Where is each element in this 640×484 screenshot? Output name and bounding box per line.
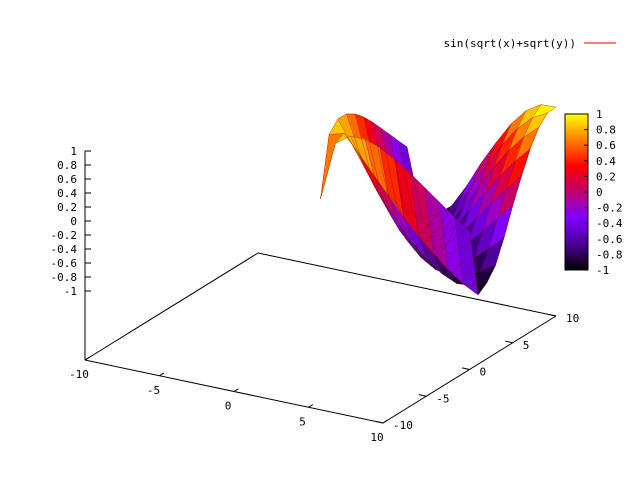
x-tick-mark	[382, 419, 388, 424]
surface-mesh	[320, 103, 557, 296]
y-tick-mark	[505, 340, 513, 344]
x-tick-mark	[233, 388, 239, 392]
x-axis-ticks: -10 -5 0 5 10	[69, 356, 388, 444]
mesh-line	[354, 113, 505, 267]
color-box-label: 0.2	[596, 170, 616, 183]
base-edge-back	[257, 252, 557, 317]
color-box-label: -0.4	[596, 217, 623, 230]
y-tick-label: -10	[393, 419, 413, 432]
y-tick-mark	[548, 313, 557, 317]
z-tick-label: 0.4	[57, 187, 77, 200]
color-box-label: 0.4	[596, 155, 616, 168]
mesh-line	[380, 128, 531, 242]
color-box-label: 1	[596, 108, 603, 121]
z-tick-label: -0.4	[51, 243, 78, 256]
x-tick-label: -5	[147, 384, 160, 397]
z-tick-label: 1	[70, 145, 77, 158]
color-box-label: -0.8	[596, 248, 623, 261]
z-tick-label: -0.2	[51, 229, 78, 242]
x-tick-mark	[308, 404, 314, 408]
color-box-label: -0.2	[596, 202, 623, 215]
mesh-line	[337, 118, 487, 286]
color-box-label: -1	[596, 264, 609, 277]
mesh-line	[363, 117, 513, 258]
y-tick-label: 0	[480, 366, 487, 379]
mesh-line	[389, 127, 539, 233]
color-box-label: 0.8	[596, 124, 616, 137]
z-tick-label: 0	[70, 215, 77, 228]
z-tick-label: 0.8	[57, 159, 77, 172]
x-tick-label: 0	[225, 400, 232, 413]
z-tick-label: 0.2	[57, 201, 77, 214]
mesh-line	[346, 113, 496, 276]
y-tick-label: 10	[566, 312, 579, 325]
x-tick-mark	[159, 372, 165, 377]
x-tick-label: 5	[299, 415, 306, 428]
z-tick-label: -0.6	[51, 257, 78, 270]
color-box-label: 0	[596, 186, 603, 199]
y-tick-label: 5	[523, 339, 530, 352]
x-tick-label: 10	[370, 431, 383, 444]
z-tick-label: -1	[64, 285, 77, 298]
color-box-label: 0.6	[596, 139, 616, 152]
mesh-line	[406, 104, 557, 219]
surface-patch	[320, 132, 345, 200]
color-box-label: -0.6	[596, 233, 623, 246]
x-tick-label: -10	[69, 368, 89, 381]
mesh-line	[372, 122, 522, 250]
mesh-line	[320, 135, 470, 233]
legend: sin(sqrt(x)+sqrt(y))	[444, 37, 616, 50]
z-tick-label: 0.6	[57, 173, 77, 186]
base-edge-left	[84, 252, 259, 361]
z-axis: 10.80.60.40.20-0.2-0.4-0.6-0.8-1	[51, 145, 91, 360]
z-tick-label: -0.8	[51, 271, 78, 284]
y-tick-mark	[375, 420, 384, 424]
legend-label: sin(sqrt(x)+sqrt(y))	[444, 37, 576, 50]
y-axis-ticks: -10 -5 0 5 10	[375, 312, 579, 432]
color-box: 1 0.8 0.6 0.4 0.2 0 -0.2 -0.4 -0.6 -0.8 -1	[564, 108, 623, 277]
mesh-line	[398, 112, 548, 226]
y-tick-label: -5	[436, 392, 449, 405]
x-tick-mark	[84, 356, 90, 361]
y-tick-mark	[461, 367, 470, 370]
y-tick-mark	[418, 394, 427, 397]
